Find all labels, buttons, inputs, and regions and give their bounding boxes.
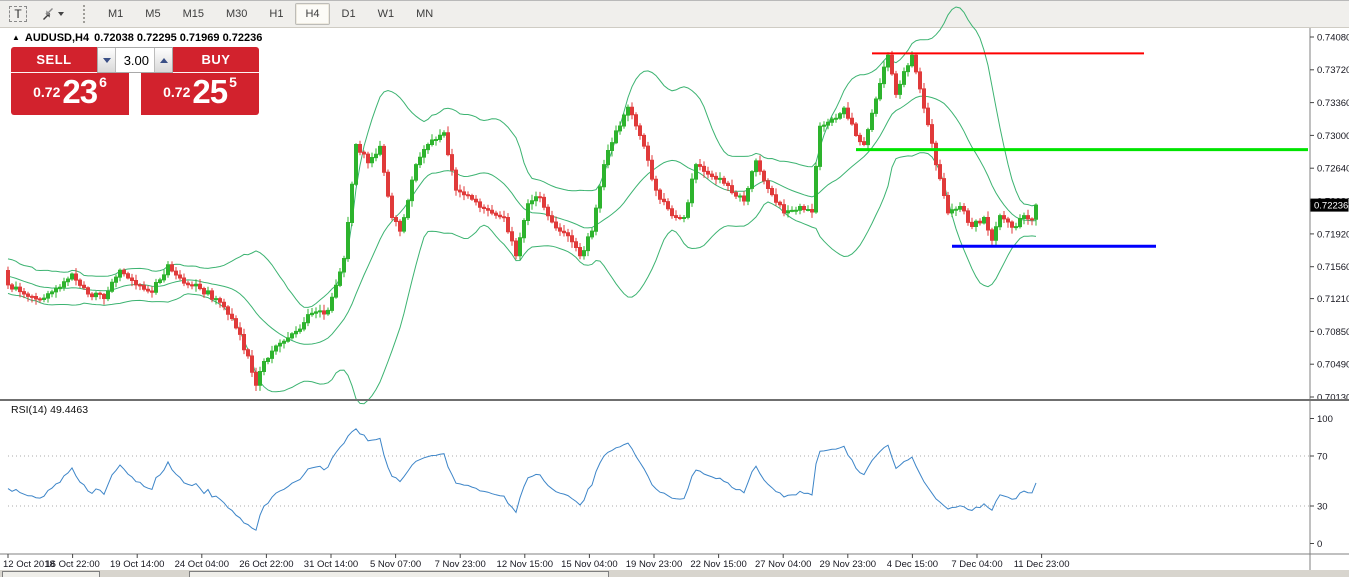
rsi-axis[interactable]: 100 70 30 0: [1310, 414, 1333, 550]
date-tick-label: 4 Dec 15:00: [887, 559, 938, 570]
symbol-period-label: AUDUSD,H4: [24, 32, 90, 44]
volume-stepper: 3.00: [97, 47, 173, 73]
toolbar-grip[interactable]: [83, 5, 89, 23]
current-price-badge: 0.72236: [1310, 198, 1349, 212]
sell-button-label: SELL: [36, 52, 72, 67]
price-tick-label: 0.71920: [1317, 229, 1349, 240]
volume-value[interactable]: 3.00: [123, 52, 149, 68]
candles-bull: [14, 51, 1038, 391]
triangle-up-icon: [159, 57, 168, 63]
rsi-tick-label: 0: [1317, 539, 1322, 550]
sell-price-point: 6: [99, 74, 107, 90]
chart-tabs-strip: [0, 570, 1349, 577]
triangle-down-icon: [102, 57, 111, 63]
price-tick-label: 0.71210: [1317, 294, 1349, 305]
rsi-indicator-label: RSI(14) 49.4463: [11, 404, 88, 416]
rsi-tick-label: 30: [1317, 501, 1328, 512]
timeframe-button-d1[interactable]: D1: [341, 8, 356, 20]
rsi-line: [7, 428, 1037, 531]
rsi-name: RSI(14): [11, 404, 48, 416]
dropdown-caret-icon: [57, 12, 64, 16]
arrows-tool-button[interactable]: [32, 3, 72, 25]
timeframe-button-m5[interactable]: M5: [145, 8, 161, 20]
buy-price-button[interactable]: 0.72 25 5: [141, 73, 259, 115]
timeframe-button-m1[interactable]: M1: [108, 8, 124, 20]
date-tick-label: 22 Nov 15:00: [690, 559, 747, 570]
symbol-marker-icon: ▲: [12, 33, 20, 42]
ohlc-values: 0.72038 0.72295 0.71969 0.72236: [94, 32, 263, 44]
price-tick-label: 0.72640: [1317, 164, 1349, 175]
timeframe-button-h4[interactable]: H4: [295, 3, 330, 25]
rsi-value: 49.4463: [50, 404, 89, 416]
chart-tab[interactable]: [189, 571, 609, 577]
chart-title: ▲ AUDUSD,H4 0.72038 0.72295 0.71969 0.72…: [12, 32, 262, 44]
volume-decrease-button[interactable]: [98, 48, 116, 72]
date-tick-label: 12 Oct 2018: [3, 559, 55, 570]
timeframe-button-m15[interactable]: M15: [182, 8, 204, 20]
price-tick-label: 0.74080: [1317, 32, 1349, 43]
timeframe-button-m30[interactable]: M30: [225, 8, 248, 20]
date-tick-label: 24 Oct 04:00: [175, 559, 229, 570]
date-tick-label: 26 Oct 22:00: [239, 559, 293, 570]
timeframe-button-h1[interactable]: H1: [269, 8, 284, 20]
sell-button[interactable]: SELL: [11, 47, 97, 73]
date-tick-label: 7 Nov 23:00: [435, 559, 486, 570]
rsi-tick-label: 100: [1317, 414, 1333, 425]
timeframe-button-group: M1 M5 M15 M30 H1 H4 D1 W1 MN: [97, 3, 444, 25]
sell-price-prefix: 0.72: [33, 84, 61, 100]
price-tick-label: 0.73000: [1317, 131, 1349, 142]
price-tick-label: 0.73720: [1317, 65, 1349, 76]
buy-button-label: BUY: [201, 52, 231, 67]
date-tick-label: 16 Oct 22:00: [45, 559, 99, 570]
date-tick-label: 12 Nov 15:00: [497, 559, 554, 570]
volume-increase-button[interactable]: [154, 48, 172, 72]
date-tick-label: 19 Oct 14:00: [110, 559, 164, 570]
one-click-trading-panel: SELL 3.00 BUY 0.72 23 6 0.72 25 5: [11, 47, 259, 115]
svg-text:0.72236: 0.72236: [1314, 201, 1348, 212]
buy-price-pips: 25: [192, 73, 228, 110]
sell-price-pips: 23: [62, 73, 98, 110]
date-tick-label: 19 Nov 23:00: [626, 559, 683, 570]
rsi-tick-label: 70: [1317, 451, 1328, 462]
date-tick-label: 5 Nov 07:00: [370, 559, 421, 570]
timeframe-button-w1[interactable]: W1: [377, 8, 395, 20]
chart-tab[interactable]: [2, 571, 100, 577]
candles-bear: [6, 50, 1034, 391]
timeframe-button-mn[interactable]: MN: [416, 8, 434, 20]
date-tick-label: 15 Nov 04:00: [561, 559, 618, 570]
price-tick-label: 0.70130: [1317, 392, 1349, 403]
date-tick-label: 7 Dec 04:00: [951, 559, 1002, 570]
date-tick-label: 29 Nov 23:00: [820, 559, 877, 570]
bollinger-bands: [7, 6, 1037, 405]
price-tick-label: 0.70490: [1317, 360, 1349, 371]
price-tick-label: 0.73360: [1317, 98, 1349, 109]
buy-button[interactable]: BUY: [173, 47, 259, 73]
date-tick-label: 11 Dec 23:00: [1014, 559, 1070, 570]
buy-price-prefix: 0.72: [163, 84, 191, 100]
buy-price-point: 5: [229, 74, 237, 90]
arrows-icon: [42, 8, 53, 20]
price-tick-label: 0.70850: [1317, 327, 1349, 338]
toolbar: T M1 M5 M15 M30 H1 H4 D1 W1 MN: [0, 1, 1349, 28]
date-tick-label: 31 Oct 14:00: [304, 559, 358, 570]
text-tool-icon: T: [9, 6, 27, 22]
sell-price-button[interactable]: 0.72 23 6: [11, 73, 129, 115]
pane-separator[interactable]: [0, 399, 1349, 401]
text-tool-button[interactable]: T: [6, 3, 30, 25]
price-tick-label: 0.71560: [1317, 262, 1349, 273]
date-tick-label: 27 Nov 04:00: [755, 559, 812, 570]
rsi-level-lines: [8, 455, 1310, 507]
